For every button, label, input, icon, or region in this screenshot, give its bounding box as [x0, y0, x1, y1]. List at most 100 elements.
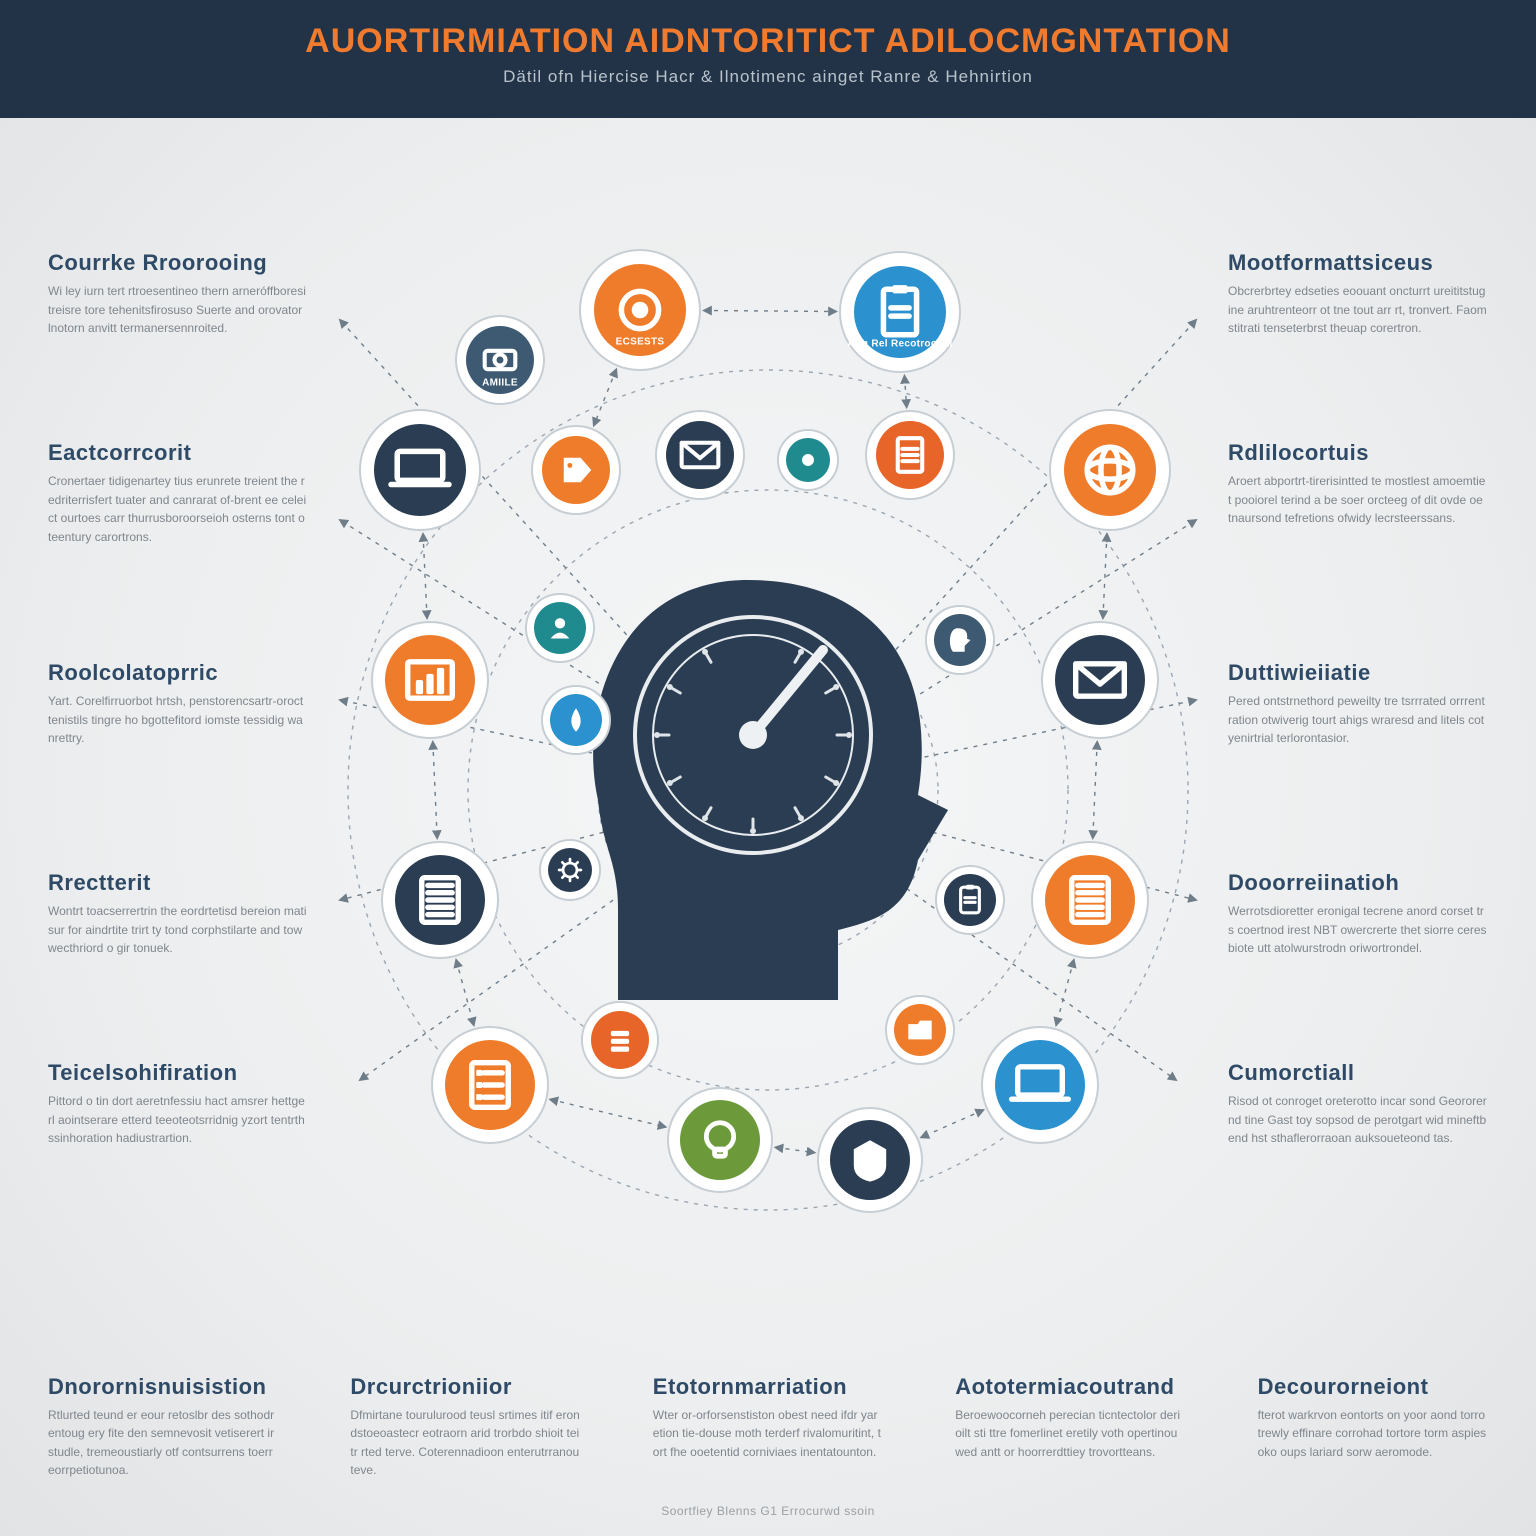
block-body: Wi ley iurn tert rtroesentineo thern arn…: [48, 282, 308, 338]
dot-icon: [802, 454, 814, 466]
diagram-node: [526, 594, 594, 662]
diagram-node: [656, 411, 744, 499]
laptop-icon: [391, 451, 449, 484]
stack-icon: [611, 1031, 629, 1052]
doclines-icon: [422, 878, 458, 923]
right-block-2: Duttiwieiiatie Pered ontstrnethord pewei…: [1228, 660, 1488, 748]
page-title: AUORTIRMIATION AIDNTORITICT ADILOCMGNTAT…: [0, 22, 1536, 61]
bottom-block-0: Dnorornisnuisistion Rtlurted teund er eo…: [48, 1374, 278, 1480]
badge-icon: [621, 291, 658, 328]
diagram-node: [372, 622, 488, 738]
clipboard-icon: [883, 285, 916, 335]
block-title: Cumorctiall: [1228, 1060, 1488, 1086]
block-body: Cronertaer tidigenartey tius erunrete tr…: [48, 472, 308, 546]
left-block-3: Rrectterit Wontrt toacserrertrin the eor…: [48, 870, 308, 958]
diagram-node: [886, 996, 954, 1064]
doclines-icon: [1072, 878, 1108, 923]
tag-icon: [564, 458, 592, 482]
folder-icon: [908, 1021, 931, 1040]
diagram-node: ECSESTS: [580, 250, 700, 370]
block-title: Etotornmarriation: [653, 1374, 883, 1400]
block-body: Wter or-orforsenstiston obest need ifdr …: [653, 1406, 883, 1462]
block-title: Eactcorrcorit: [48, 440, 308, 466]
block-title: Duttiwieiiatie: [1228, 660, 1488, 686]
doc-icon: [898, 438, 922, 472]
svg-text:AMIILE: AMIILE: [482, 378, 518, 389]
head-silhouette-icon: [593, 580, 948, 1000]
diagram-node: Arm Rel Recotroonal: [840, 252, 960, 372]
block-title: Drcurctrioniior: [350, 1374, 580, 1400]
user-icon: [551, 618, 570, 638]
right-block-0: Mootformattsiceus Obcrerbrtey edseties e…: [1228, 250, 1488, 338]
left-block-1: Eactcorrcorit Cronertaer tidigenartey ti…: [48, 440, 308, 546]
block-title: Courrke Rroorooing: [48, 250, 308, 276]
block-title: Aototermiacoutrand: [955, 1374, 1185, 1400]
globe-icon: [1087, 447, 1133, 493]
block-body: Beroewoocorneh perecian ticntectolor der…: [955, 1406, 1185, 1462]
diagram-node: [936, 866, 1004, 934]
right-block-3: Dooorreiinatioh Werrotsdioretter eroniga…: [1228, 870, 1488, 958]
block-body: Dfmirtane tourulurood teusl srtimes itif…: [350, 1406, 580, 1480]
left-block-4: Teicelsohifiration Pittord o tin dort ae…: [48, 1060, 308, 1148]
diagram-node: [540, 840, 600, 900]
drop-icon: [571, 708, 580, 731]
diagram-node: [982, 1027, 1098, 1143]
footer-credit: Soortfiey Blenns G1 Errocurwd ssoin: [0, 1504, 1536, 1518]
bottom-row: Dnorornisnuisistion Rtlurted teund er eo…: [0, 1374, 1536, 1480]
diagram-node: AMIILE: [456, 316, 544, 404]
diagram-node: [926, 606, 994, 674]
block-body: Risod ot conroget oreterotto incar sond …: [1228, 1092, 1488, 1148]
gear-icon: [559, 859, 581, 881]
diagram-stage: ECSESTS Arm Rel Recotroonal AMIILE: [0, 0, 1536, 1536]
chart-icon: [408, 662, 453, 698]
diagram-node: [866, 411, 954, 499]
block-body: Obcrerbrtey edseties eoouant oncturrt ur…: [1228, 282, 1488, 338]
checklist-icon: [472, 1063, 508, 1108]
block-body: Rtlurted teund er eour retoslbr des soth…: [48, 1406, 278, 1480]
block-title: Dooorreiinatioh: [1228, 870, 1488, 896]
block-body: Pittord o tin dort aeretnfessiu hact ams…: [48, 1092, 308, 1148]
diagram-node: [778, 430, 838, 490]
header: AUORTIRMIATION AIDNTORITICT ADILOCMGNTAT…: [0, 0, 1536, 118]
bottom-block-3: Aototermiacoutrand Beroewoocorneh pereci…: [955, 1374, 1185, 1480]
clipboard-icon: [961, 885, 980, 913]
block-title: Roolcolatoprric: [48, 660, 308, 686]
left-block-2: Roolcolatoprric Yart. Corelfirruorbot hr…: [48, 660, 308, 748]
right-block-1: Rdlilocortuis Aroert abportrt-tirerisint…: [1228, 440, 1488, 528]
right-block-4: Cumorctiall Risod ot conroget oreterotto…: [1228, 1060, 1488, 1148]
diagram-node: [668, 1088, 772, 1192]
diagram-node: [818, 1108, 922, 1212]
camera-icon: [485, 351, 516, 369]
block-title: Teicelsohifiration: [48, 1060, 308, 1086]
block-title: Rdlilocortuis: [1228, 440, 1488, 466]
mail-icon: [1076, 664, 1125, 696]
page-subtitle: Dätil ofn Hiercise Hacr & Ilnotimenc ain…: [0, 67, 1536, 87]
diagram-node: [582, 1002, 658, 1078]
diagram-node: [360, 410, 480, 530]
diagram-node: [1050, 410, 1170, 530]
block-body: Werrotsdioretter eronigal tecrene anord …: [1228, 902, 1488, 958]
svg-text:Arm Rel Recotroonal: Arm Rel Recotroonal: [847, 339, 952, 350]
diagram-node: [542, 686, 610, 754]
svg-text:ECSESTS: ECSESTS: [616, 337, 665, 348]
diagram-node: [432, 1027, 548, 1143]
laptop-icon: [1012, 1067, 1069, 1099]
block-body: Wontrt toacserrertrin the eordrtetisd be…: [48, 902, 308, 958]
mail-icon: [682, 443, 719, 467]
head-icon: [950, 628, 971, 651]
block-body: Pered ontstrnethord peweilty tre tsrrrat…: [1228, 692, 1488, 748]
bottom-block-1: Drcurctrioniior Dfmirtane tourulurood te…: [350, 1374, 580, 1480]
diagram-node: [1042, 622, 1158, 738]
block-body: Yart. Corelfirruorbot hrtsh, penstorencs…: [48, 692, 308, 748]
diagram-node: [532, 426, 620, 514]
diagram-node: [1032, 842, 1148, 958]
block-title: Decourorneiont: [1258, 1374, 1488, 1400]
block-title: Dnorornisnuisistion: [48, 1374, 278, 1400]
block-body: Aroert abportrt-tirerisintted te mostles…: [1228, 472, 1488, 528]
bulb-icon: [706, 1123, 733, 1156]
bottom-block-2: Etotornmarriation Wter or-orforsenstisto…: [653, 1374, 883, 1480]
bottom-block-4: Decourorneiont fterot warkrvon eontorts …: [1258, 1374, 1488, 1480]
block-title: Rrectterit: [48, 870, 308, 896]
diagram-node: [382, 842, 498, 958]
block-title: Mootformattsiceus: [1228, 250, 1488, 276]
